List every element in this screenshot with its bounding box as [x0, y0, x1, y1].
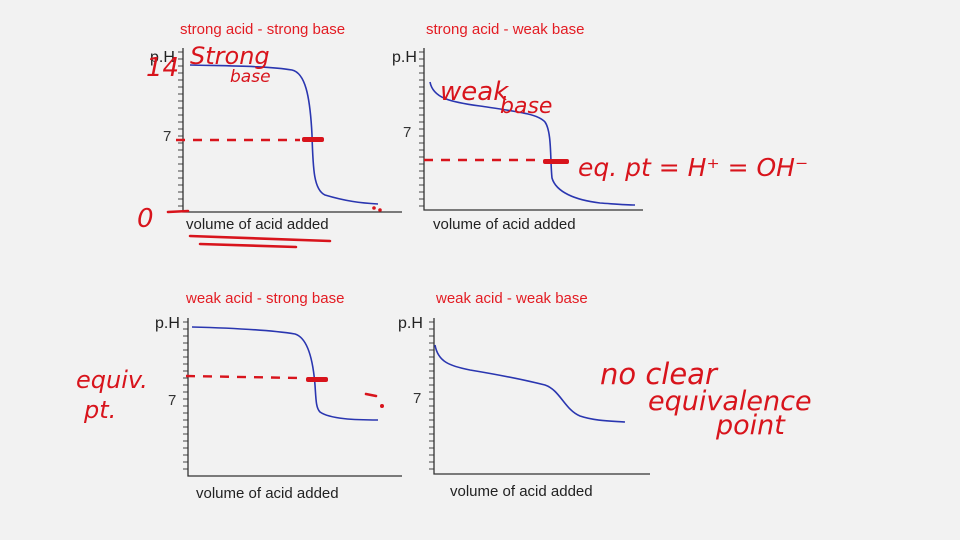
point-note: point: [715, 410, 786, 441]
panel-title: strong acid - weak base: [426, 21, 584, 38]
y-axis-label: p.H: [155, 315, 180, 332]
zero-marker: [166, 209, 190, 214]
panel-title: weak acid - strong base: [185, 290, 344, 307]
handwritten-annotations: 14 Strong base 0 weak base eq. pt = H⁺ =…: [76, 42, 812, 441]
equiv-note: equiv.: [76, 366, 148, 394]
ph14-note: 14: [146, 53, 179, 83]
y-tick-label: 7: [413, 390, 421, 407]
base-note: base: [230, 67, 271, 87]
panel-weak-acid-strong-base: weak acid - strong base p.H 7 volume of …: [155, 290, 402, 502]
y-tick-label: 7: [403, 124, 411, 141]
panel-title: weak acid - weak base: [435, 290, 588, 307]
x-axis-label: volume of acid added: [450, 483, 593, 500]
y-axis-ticks: [419, 51, 424, 207]
ink-dot: [378, 208, 382, 212]
weak-note: weak: [440, 77, 509, 107]
zero-note: 0: [137, 204, 154, 234]
x-axis-label: volume of acid added: [196, 485, 339, 502]
pt-note: pt.: [83, 396, 116, 424]
ink-dot: [380, 404, 384, 408]
y-axis-label: p.H: [398, 315, 423, 332]
ink-dot: [372, 206, 376, 210]
y-axis-label: p.H: [392, 49, 417, 66]
panel-weak-acid-weak-base: weak acid - weak base p.H 7 volume of ac…: [398, 290, 650, 500]
y-axis-ticks: [429, 321, 434, 470]
y-tick-label: 7: [168, 392, 176, 409]
equivalence-point-mark: [306, 377, 328, 382]
eq-point-note: eq. pt = H⁺ = OH⁻: [578, 153, 808, 182]
axes: [433, 318, 650, 475]
strong-note: Strong: [190, 42, 270, 70]
panel-strong-acid-weak-base: strong acid - weak base p.H 7 volume of …: [392, 21, 643, 233]
titration-curve: [189, 64, 379, 205]
underline-1: [188, 234, 332, 243]
x-axis-label: volume of acid added: [433, 216, 576, 233]
panel-title: strong acid - strong base: [180, 21, 345, 38]
x-axis-label: volume of acid added: [186, 216, 329, 233]
axes: [423, 48, 643, 211]
equivalence-point-mark: [543, 159, 569, 164]
equivalence-point-mark: [302, 137, 324, 142]
equivalence-dashed-line: [185, 374, 301, 380]
titration-curve: [434, 344, 626, 423]
axes: [182, 48, 402, 213]
y-axis-ticks: [183, 321, 188, 470]
titration-curve: [191, 326, 379, 421]
equivalence-note: equivalence: [648, 386, 812, 417]
underline-2: [198, 242, 298, 249]
titration-curve: [429, 81, 636, 206]
base-note: base: [500, 94, 552, 119]
ink-tick: [364, 392, 378, 398]
panel-strong-acid-strong-base: strong acid - strong base p.H 7 volume o…: [150, 21, 402, 233]
no-clear-note: no clear: [600, 357, 719, 391]
y-axis-ticks: [178, 51, 183, 207]
y-axis-label: p.H: [150, 49, 175, 66]
axes: [187, 318, 402, 477]
y-tick-label: 7: [163, 128, 171, 145]
